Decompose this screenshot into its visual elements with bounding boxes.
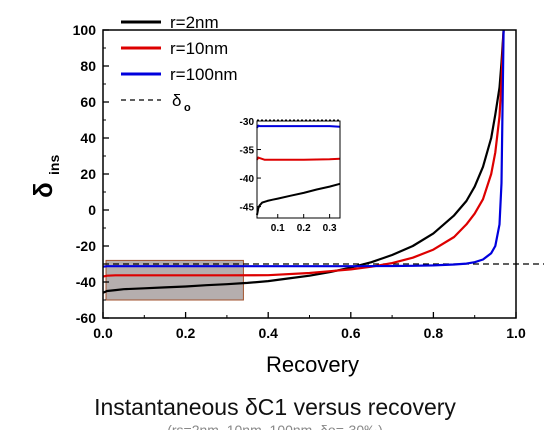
figure-caption: Instantaneous δC1 versus recovery [94,394,456,420]
main-plot: 0.0 0.2 0.4 0.6 0.8 1.0 -60 -40 -20 0 20 40 60 80 100 [73,22,544,341]
y-tick-label: -40 [76,274,96,290]
series-line-1 [102,29,505,278]
inset-series-line-1 [256,156,341,161]
x-tick-label: 0.0 [93,325,113,341]
legend-label-reference-subscript: o [184,102,191,114]
inset-x-tick-label: 0.1 [271,223,285,234]
legend-label-reference: δ [172,91,181,110]
inset-y-tick-label: -40 [240,174,255,185]
inset-series-line-2 [256,124,341,129]
x-tick-label: 0.4 [258,325,278,341]
x-tick-label: 0.6 [341,325,361,341]
y-tick-label: 80 [80,58,96,74]
x-axis-label: Recovery [266,352,359,377]
inset-y-tick-label: -30 [240,117,255,128]
figure-caption-subtitle: (rs=2nm, 10nm, 100nm, δo=-30‰) [167,422,383,430]
y-axis-label-subscript: ins [46,155,62,175]
inset-x-tick-label: 0.3 [323,223,337,234]
series-line-2 [102,29,505,268]
y-axis-label-main: δ [28,182,58,198]
y-tick-label: 40 [80,130,96,146]
x-tick-label: 0.8 [424,325,444,341]
y-tick-label: 20 [80,166,96,182]
inset-frame [256,120,341,219]
y-tick-label: 100 [73,22,97,38]
inset-y-tick-label: -35 [240,146,255,157]
x-tick-label: 0.2 [176,325,196,341]
y-tick-label: -20 [76,238,96,254]
inset-background [236,108,348,242]
inset-plot: 0.1 0.2 0.3 -30 -35 -40 -45 [236,108,348,242]
inset-series-line-0 [256,182,341,216]
y-tick-label: 60 [80,94,96,110]
y-tick-label: -60 [76,310,96,326]
inset-y-tick-label: -45 [240,203,255,214]
legend-label: r=10nm [170,39,228,58]
y-tick-label: 0 [88,202,96,218]
legend-label: r=100nm [170,65,238,84]
legend: r=2nm r=10nm r=100nm δ o [121,13,238,114]
inset-x-tick-label: 0.2 [297,223,311,234]
y-axis-label: δ ins [28,155,62,198]
legend-label: r=2nm [170,13,219,32]
x-tick-label: 1.0 [506,325,526,341]
chart-svg: 0.0 0.2 0.4 0.6 0.8 1.0-60-40-20020406080100 … [28,13,544,377]
